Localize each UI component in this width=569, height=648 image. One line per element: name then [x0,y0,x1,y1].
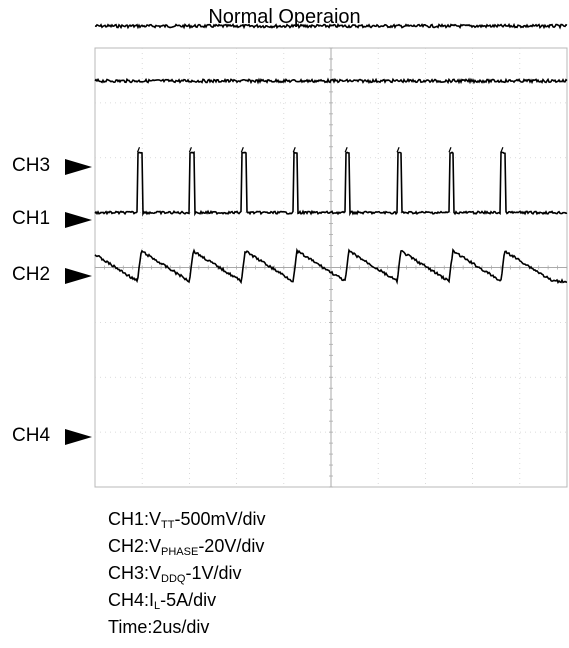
ch1-trace [94,22,568,30]
chart-title: Normal Operaion [208,6,361,28]
ch4-arrow-icon [65,429,92,445]
ch2-marker-label: CH2 [12,264,51,285]
channel-legend: CH1:VTT-500mV/div CH2:VPHASE-20V/div CH3… [108,506,266,641]
ch1-arrow-icon [65,212,92,228]
grid [94,47,568,488]
legend-ch3: CH3:VDDQ-1V/div [108,563,242,585]
ch1-marker-label: CH1 [12,208,51,229]
ch4-trace [94,247,567,285]
oscilloscope-plot [94,22,568,488]
ch2-pulse-spike [448,147,452,153]
ch2-pulse-spike [396,147,400,153]
ch2-pulse-spike [188,147,192,153]
legend-ch1: CH1:VTT-500mV/div [108,509,266,531]
traces [94,22,568,285]
ch2-pulse-spike [344,147,348,153]
ch3-marker-label: CH3 [12,155,51,176]
ch4-marker-label: CH4 [12,425,51,446]
ch2-arrow-icon [65,268,92,284]
legend-ch2: CH2:VPHASE-20V/div [108,536,265,558]
legend-ch4: CH4:IL-5A/div [108,590,217,612]
legend-time: Time:2us/div [108,617,210,637]
ch3-trace [94,77,568,85]
ch2-trace [94,150,568,217]
ch2-pulse-spike [136,147,141,153]
ch3-arrow-icon [65,159,92,175]
ch2-pulse-spike [500,147,504,153]
ch2-pulse-spike [240,147,244,153]
